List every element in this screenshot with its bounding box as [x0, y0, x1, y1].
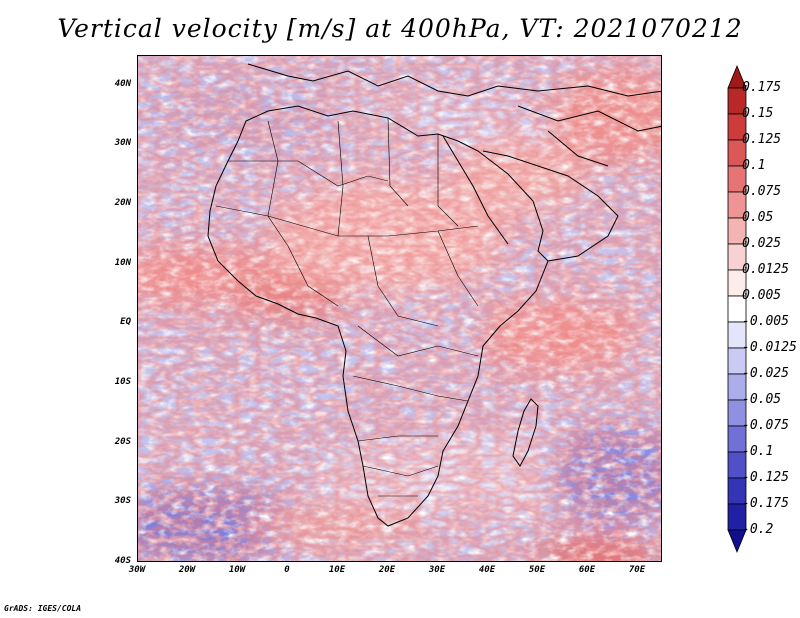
lon-tick-label: 20W	[178, 565, 196, 575]
colorbar-tick-label: -0.2	[742, 522, 774, 537]
lat-tick-label: 40N	[114, 78, 131, 89]
colorbar-tick-label: 0.05	[742, 210, 774, 225]
colorbar-tick-label: -0.025	[742, 366, 789, 381]
colorbar-tick-label: 0.175	[742, 80, 782, 95]
lon-tick-label: 0	[284, 565, 290, 575]
lon-tick-label: 70E	[628, 565, 646, 575]
colorbar-tick-label: 0.1	[742, 158, 766, 173]
lon-tick-label: 50E	[528, 565, 546, 575]
colorbar-tick-label: -0.005	[742, 314, 789, 329]
lat-tick-label: 30N	[114, 138, 131, 149]
velocity-map	[138, 56, 661, 561]
colorbar-tick-label: 0.15	[742, 106, 774, 121]
lon-tick-label: 10E	[328, 565, 346, 575]
lat-tick-label: 40S	[114, 556, 131, 566]
lon-tick-label: 10W	[228, 565, 246, 575]
lat-tick-label: EQ	[120, 317, 131, 328]
colorbar-tick-label: 0.0125	[742, 262, 789, 277]
footer-credit: GrADS: IGES/COLA	[4, 604, 82, 613]
lat-tick-label: 30S	[114, 496, 131, 507]
map-panel	[137, 55, 662, 562]
colorbar-tick-label: -0.0125	[742, 340, 797, 355]
colorbar-tick-label: -0.05	[742, 392, 782, 407]
lat-tick-label: 20S	[114, 436, 131, 447]
lat-tick-label: 20N	[114, 198, 131, 209]
lon-tick-label: 20E	[378, 565, 396, 575]
colorbar-tick-label: -0.1	[742, 444, 774, 459]
lon-tick-label: 40E	[478, 565, 496, 575]
field-texture-red	[138, 56, 661, 561]
lon-tick-label: 30W	[128, 565, 146, 575]
country-borders	[215, 117, 479, 497]
colorbar-tick-label: -0.175	[742, 496, 789, 511]
chart-title: Vertical velocity [m/s] at 400hPa, VT: 2…	[57, 14, 743, 43]
colorbar-tick-label: -0.075	[742, 418, 789, 433]
lat-tick-label: 10N	[114, 257, 131, 268]
colorbar-tick-label: 0.005	[742, 288, 782, 303]
lon-tick-label: 60E	[578, 565, 596, 575]
colorbar-tick-label: 0.025	[742, 236, 782, 251]
lat-tick-label: 10S	[114, 377, 131, 388]
coastlines	[207, 63, 661, 527]
colorbar	[727, 64, 747, 554]
colorbar-min-arrow	[727, 529, 747, 554]
colorbar-tick-label: -0.125	[742, 470, 789, 485]
lon-tick-label: 30E	[428, 565, 446, 575]
colorbar-tick-label: 0.125	[742, 132, 782, 147]
colorbar-tick-label: 0.075	[742, 184, 782, 199]
